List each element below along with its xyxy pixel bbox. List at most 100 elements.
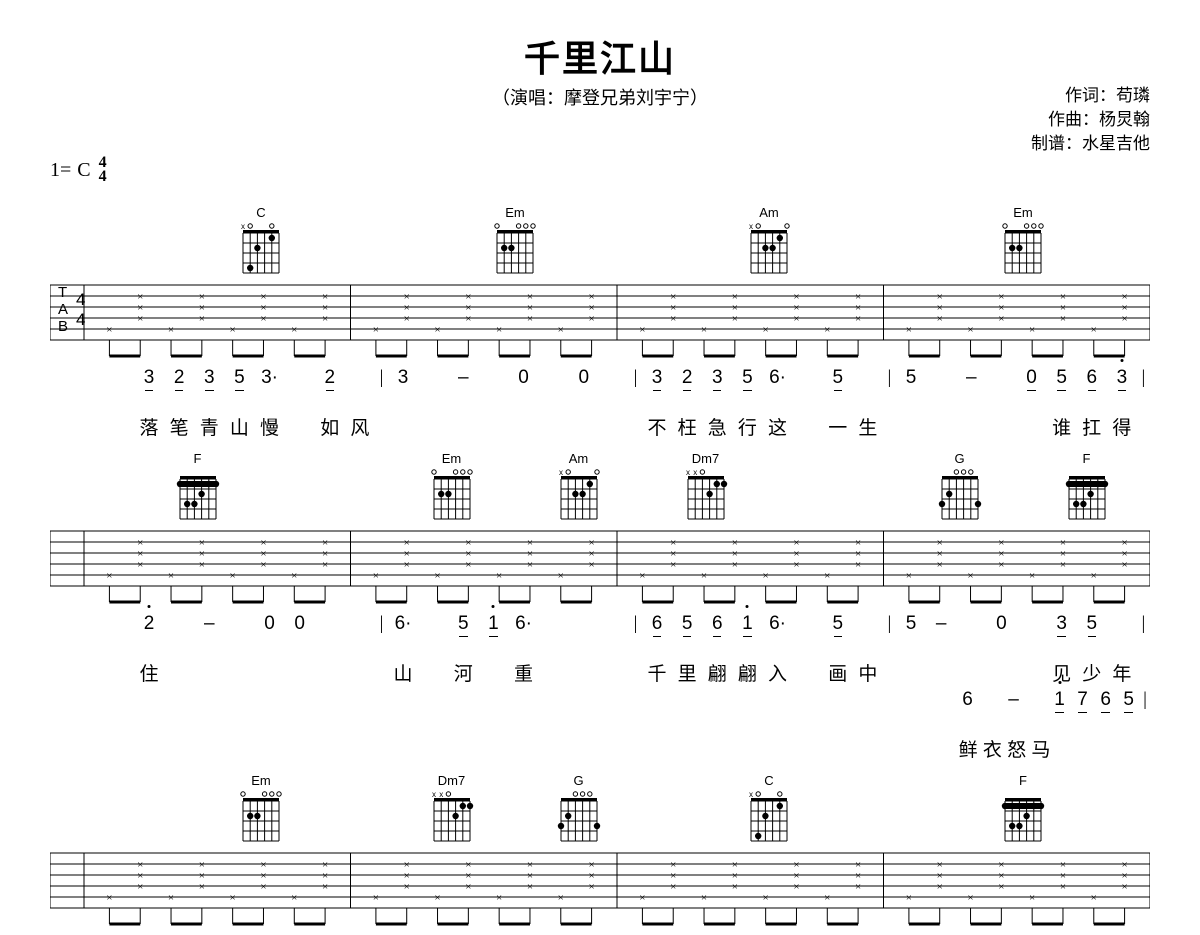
lyric-char: [896, 659, 926, 689]
svg-text:×: ×: [106, 324, 112, 336]
svg-text:×: ×: [1060, 313, 1066, 325]
svg-text:×: ×: [793, 881, 799, 893]
chord-diagram-svg: [555, 789, 603, 843]
svg-text:×: ×: [1091, 324, 1097, 336]
system-0: CxEmAmxEmTAB44××××××××××××××××××××××××××…: [50, 203, 1150, 443]
lyric-char: [1126, 735, 1150, 765]
svg-text:×: ×: [404, 313, 410, 325]
svg-text:×: ×: [732, 313, 738, 325]
svg-text:x: x: [749, 790, 753, 799]
chord-F: F: [999, 773, 1047, 843]
chord-diagram-svg: xx: [682, 467, 730, 521]
svg-text:×: ×: [291, 570, 297, 582]
svg-text:x: x: [686, 468, 690, 477]
lyric-char: 重: [508, 659, 538, 689]
svg-text:×: ×: [937, 881, 943, 893]
barline-icon: |: [1137, 613, 1150, 635]
svg-text:×: ×: [906, 324, 912, 336]
lyric-char: [539, 659, 569, 689]
chord-diagram-svg: [428, 467, 476, 521]
chord-name: C: [764, 773, 773, 788]
chord-name: Em: [505, 205, 525, 220]
key-signature: 1= C 4 4: [50, 156, 1150, 185]
chord-diagram-svg: [936, 467, 984, 521]
svg-text:×: ×: [230, 570, 236, 582]
chord-diagram-svg: [174, 467, 222, 521]
jianpu-note: –: [1002, 689, 1025, 711]
jianpu-note: 5: [448, 613, 478, 635]
barline-icon: |: [629, 613, 642, 635]
svg-text:×: ×: [1060, 881, 1066, 893]
svg-text:×: ×: [763, 570, 769, 582]
svg-text:×: ×: [322, 559, 328, 571]
lyric-char: [388, 413, 418, 443]
jianpu-note: 3: [642, 367, 672, 389]
lyric-char: [285, 659, 315, 689]
lyric-char: 得: [1107, 413, 1137, 443]
chord-row: FEmAmxDm7xxGF: [50, 449, 1150, 521]
chord-slot: Cx: [642, 773, 896, 843]
svg-text:×: ×: [824, 324, 830, 336]
chord-Am: Amx: [745, 205, 793, 275]
lyric-char: [569, 659, 599, 689]
svg-text:×: ×: [291, 892, 297, 904]
svg-text:×: ×: [260, 559, 266, 571]
chord-F: F: [174, 451, 222, 521]
chord-name: C: [256, 205, 265, 220]
svg-text:×: ×: [855, 559, 861, 571]
chord-G: G: [555, 773, 603, 843]
jianpu-note: 0: [508, 367, 538, 389]
svg-text:×: ×: [106, 570, 112, 582]
svg-text:×: ×: [322, 313, 328, 325]
jianpu-row: 2–00|6·516·|65616·5|5–035|: [50, 613, 1150, 653]
svg-text:x: x: [749, 222, 753, 231]
svg-text:T: T: [58, 284, 67, 301]
svg-text:×: ×: [906, 570, 912, 582]
lyric-char: 急: [702, 413, 732, 443]
lyric-char: [194, 659, 224, 689]
svg-text:×: ×: [998, 313, 1004, 325]
chord-diagram-svg: [999, 221, 1047, 275]
svg-text:×: ×: [824, 570, 830, 582]
jianpu-note: 1: [478, 613, 508, 635]
lyric-char: [345, 659, 375, 689]
jianpu-note: –: [926, 613, 956, 635]
chord-slot: F: [896, 773, 1150, 843]
chord-slot: Amx: [642, 205, 896, 275]
svg-text:×: ×: [465, 313, 471, 325]
jianpu-note: 6·: [388, 613, 418, 635]
song-subtitle: （演唱：摩登兄弟刘宇宁）: [50, 84, 1150, 110]
lyric-row: 落笔青山慢如风不枉急行这一生谁扛得: [50, 413, 1150, 443]
credits: 作词：苟璘 作曲：杨炅翰 制谱：水星吉他: [1031, 84, 1150, 155]
svg-text:×: ×: [404, 559, 410, 571]
jianpu-note: 0: [1016, 367, 1046, 389]
jianpu-note: 0: [986, 613, 1016, 635]
svg-text:×: ×: [434, 324, 440, 336]
chord-C: Cx: [745, 773, 793, 843]
chord-Am: Amx: [555, 451, 603, 521]
tab-staff-svg: ××××××××××××××××××××××××××××××××××××××××…: [50, 521, 1150, 613]
svg-text:×: ×: [496, 324, 502, 336]
tab-row: ××××××××××××××××××××××××××××××××××××××××…: [50, 521, 1150, 613]
chord-diagram-svg: [237, 789, 285, 843]
chord-name: Em: [1013, 205, 1033, 220]
chord-row: Cx Em Amx Em: [50, 203, 1150, 275]
chord-name: F: [1019, 773, 1027, 788]
lyric-char: [164, 659, 194, 689]
svg-text:×: ×: [199, 881, 205, 893]
svg-text:×: ×: [855, 313, 861, 325]
credit-transcriber: 制谱：水星吉他: [1031, 132, 1150, 156]
svg-text:×: ×: [588, 559, 594, 571]
chord-slot: Amx: [515, 451, 642, 521]
svg-text:×: ×: [670, 313, 676, 325]
lyric-char: [478, 659, 508, 689]
lyric-char: 怒: [1005, 735, 1029, 765]
svg-text:×: ×: [137, 881, 143, 893]
chord-slot: Dm7xx: [388, 773, 515, 843]
jianpu-note: 6: [956, 689, 979, 711]
svg-text:×: ×: [1121, 313, 1127, 325]
chord-diagram-svg: [491, 221, 539, 275]
svg-text:×: ×: [291, 324, 297, 336]
jianpu-note: 3: [194, 367, 224, 389]
key-prefix: 1=: [50, 159, 71, 182]
